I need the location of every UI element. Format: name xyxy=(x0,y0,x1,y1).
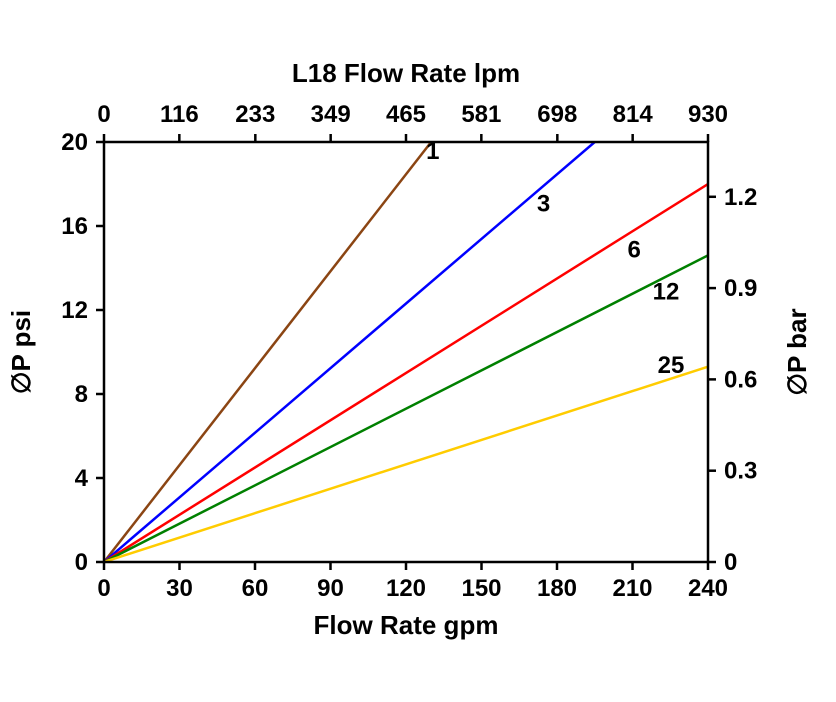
y-tick-label: 12 xyxy=(61,297,88,324)
x-top-tick-label: 349 xyxy=(311,101,351,128)
x-tick-label: 180 xyxy=(537,575,577,602)
line-chart: 0306090120150180210240Flow Rate gpm01162… xyxy=(0,0,836,702)
x-tick-label: 120 xyxy=(386,575,426,602)
x-tick-label: 0 xyxy=(97,575,110,602)
y-axis-title-left: ∅P psi xyxy=(6,310,36,394)
x-tick-label: 150 xyxy=(461,575,501,602)
x-top-tick-label: 698 xyxy=(537,101,577,128)
x-top-tick-label: 930 xyxy=(688,101,728,128)
y-tick-label: 20 xyxy=(61,129,88,156)
series-label-6: 6 xyxy=(627,237,640,264)
y-right-tick-label: 0.3 xyxy=(724,458,757,485)
x-top-tick-label: 814 xyxy=(613,101,654,128)
series-label-1: 1 xyxy=(426,138,439,165)
x-top-tick-label: 581 xyxy=(461,101,501,128)
series-label-25: 25 xyxy=(658,352,685,379)
x-top-tick-label: 116 xyxy=(160,101,199,128)
y-tick-label: 8 xyxy=(75,381,88,408)
x-axis-title-top: L18 Flow Rate lpm xyxy=(292,58,520,88)
series-label-12: 12 xyxy=(653,279,680,306)
chart-container: 0306090120150180210240Flow Rate gpm01162… xyxy=(0,0,836,702)
y-right-tick-label: 0.9 xyxy=(724,275,757,302)
x-top-tick-label: 465 xyxy=(386,101,426,128)
x-top-tick-label: 233 xyxy=(235,101,275,128)
x-tick-label: 240 xyxy=(688,575,728,602)
y-tick-label: 16 xyxy=(61,213,88,240)
x-axis-title-bottom: Flow Rate gpm xyxy=(314,610,499,640)
y-right-tick-label: 0.6 xyxy=(724,366,757,393)
y-right-tick-label: 1.2 xyxy=(724,184,757,211)
x-tick-label: 210 xyxy=(612,575,652,602)
y-axis-title-right: ∅P bar xyxy=(782,308,812,395)
y-right-tick-label: 0 xyxy=(724,549,737,576)
x-tick-label: 60 xyxy=(242,575,269,602)
series-label-3: 3 xyxy=(537,190,550,217)
x-tick-label: 30 xyxy=(166,575,193,602)
y-tick-label: 4 xyxy=(75,465,89,492)
x-tick-label: 90 xyxy=(317,575,344,602)
y-tick-label: 0 xyxy=(75,549,88,576)
x-top-tick-label: 0 xyxy=(97,101,110,128)
